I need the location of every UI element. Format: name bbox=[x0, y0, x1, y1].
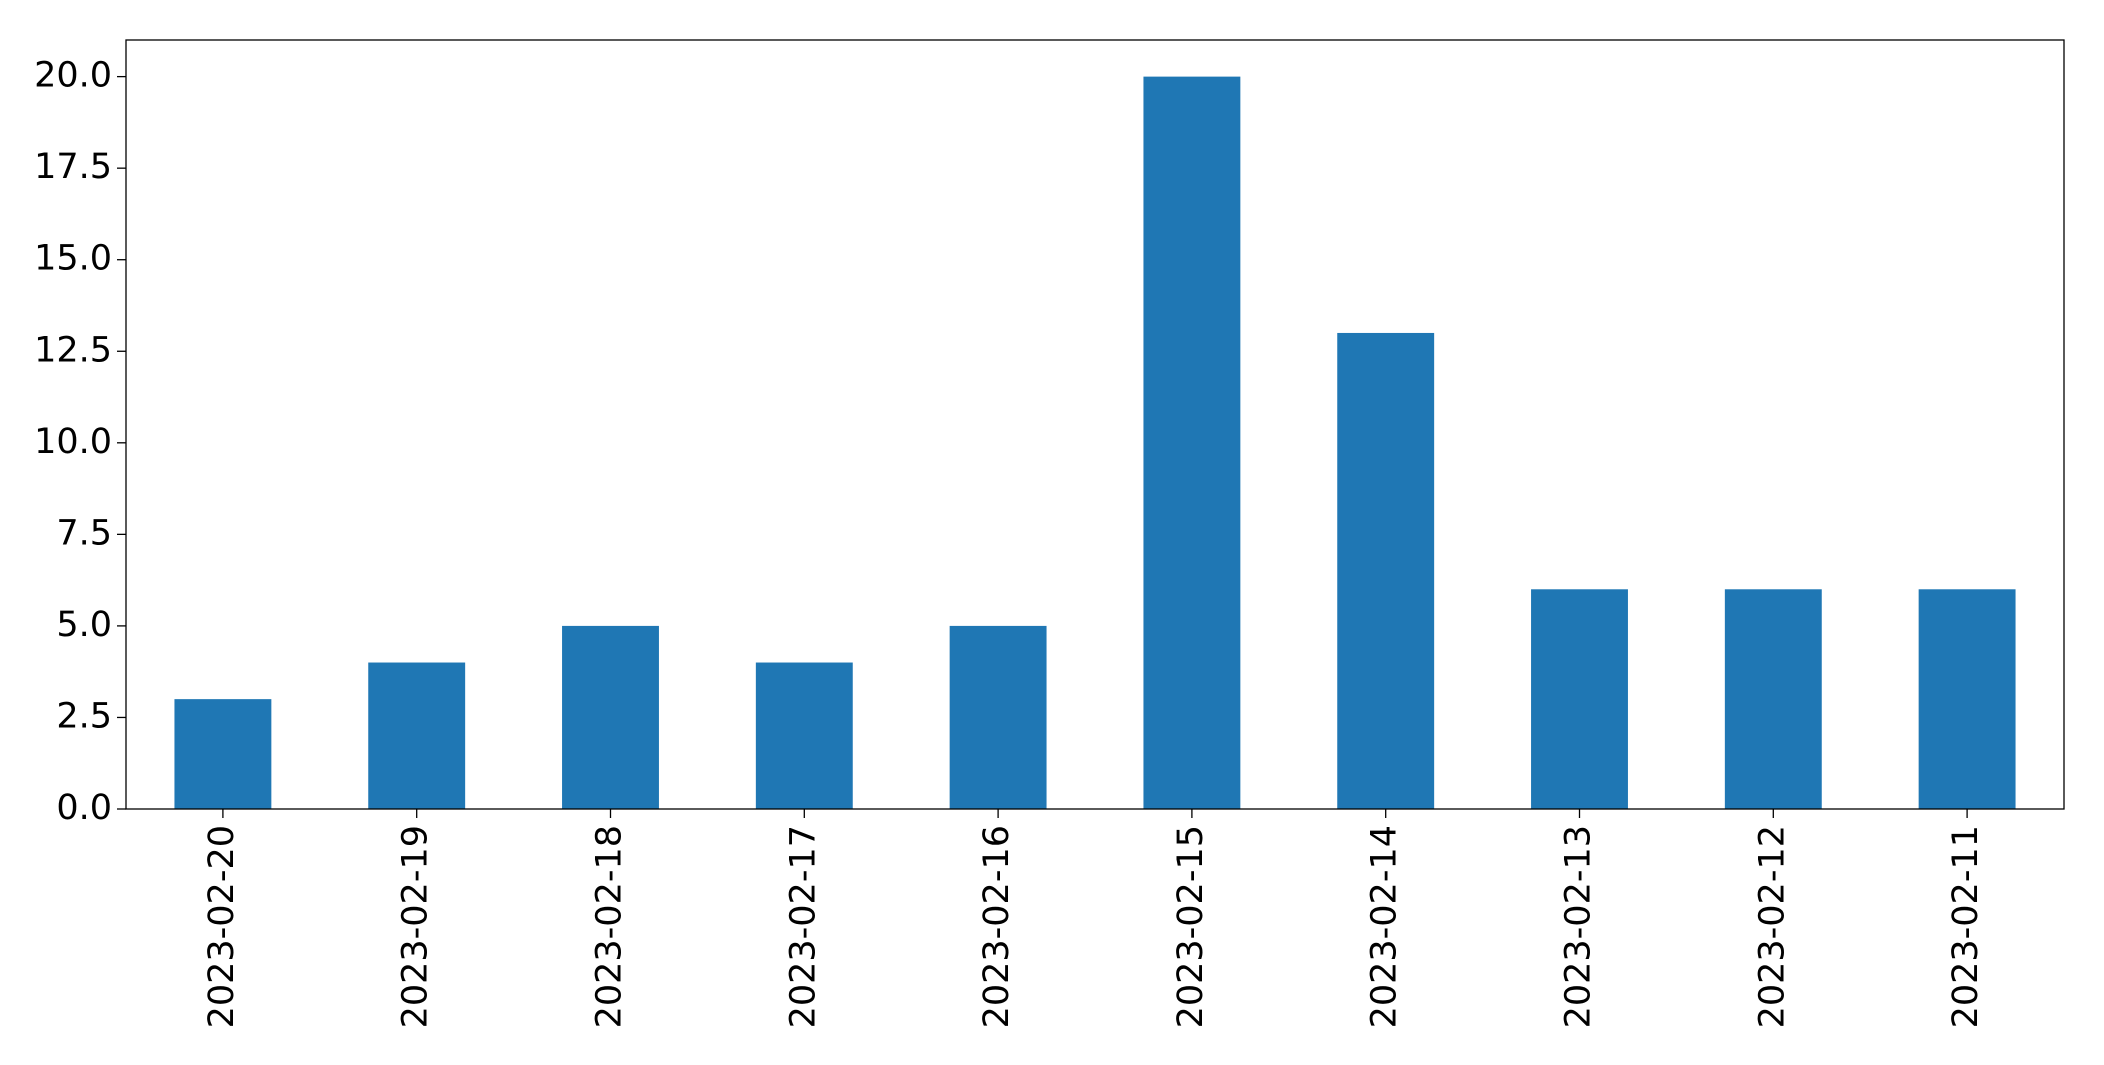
x-tick-label: 2023-02-15 bbox=[1171, 825, 1211, 1028]
x-tick-label: 2023-02-19 bbox=[396, 825, 436, 1028]
x-tick-label: 2023-02-11 bbox=[1946, 825, 1986, 1028]
x-tick-label: 2023-02-18 bbox=[590, 825, 630, 1028]
y-tick-label: 17.5 bbox=[34, 147, 112, 187]
bar bbox=[1724, 589, 1822, 809]
y-tick-label: 0.0 bbox=[56, 788, 112, 828]
y-tick-label: 5.0 bbox=[56, 605, 112, 645]
bar bbox=[562, 625, 659, 809]
x-tick-label: 2023-02-12 bbox=[1752, 825, 1792, 1028]
bar bbox=[1531, 589, 1628, 809]
x-tick-label: 2023-02-14 bbox=[1365, 825, 1405, 1028]
bar bbox=[1143, 76, 1241, 810]
bar bbox=[755, 662, 853, 809]
y-tick-label: 7.5 bbox=[56, 513, 112, 553]
bar bbox=[174, 699, 272, 809]
y-tick-label: 10.0 bbox=[34, 422, 112, 462]
x-tick-label: 2023-02-17 bbox=[783, 825, 823, 1028]
y-tick-label: 12.5 bbox=[34, 330, 112, 370]
bar bbox=[1918, 589, 2016, 809]
bar bbox=[949, 625, 1047, 809]
bar bbox=[368, 662, 466, 809]
plot-frame bbox=[125, 39, 2065, 810]
y-tick-label: 20.0 bbox=[34, 56, 112, 96]
x-tick-label: 2023-02-16 bbox=[977, 825, 1017, 1028]
x-tick-label: 2023-02-20 bbox=[202, 825, 242, 1028]
y-tick-label: 2.5 bbox=[56, 696, 112, 736]
x-tick-label: 2023-02-13 bbox=[1559, 825, 1599, 1028]
y-tick-label: 15.0 bbox=[34, 239, 112, 279]
bar bbox=[1337, 332, 1435, 809]
